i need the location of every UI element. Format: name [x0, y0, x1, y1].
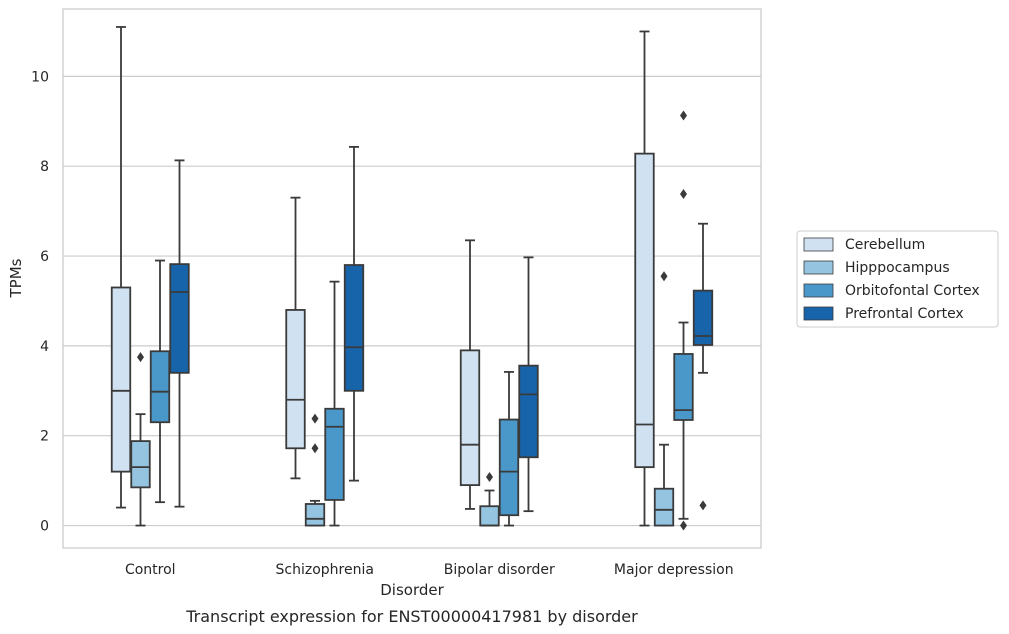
chart-caption: Transcript expression for ENST0000041798…	[185, 607, 638, 626]
box-plot-group	[673, 110, 694, 531]
x-tick-label: Bipolar disorder	[444, 562, 555, 578]
outlier-point	[486, 472, 493, 483]
box-plot-group	[304, 413, 326, 527]
box-plot-group	[130, 352, 151, 527]
box-body	[343, 264, 365, 392]
outlier-point	[137, 352, 144, 363]
box-plot-series	[110, 26, 714, 531]
box-plot-group	[285, 196, 306, 480]
legend-swatch	[803, 283, 834, 298]
y-axis-ticks: 0 2 4 6 8 10	[31, 69, 49, 534]
box-plot-group	[459, 239, 481, 510]
legend-swatch	[803, 260, 834, 275]
box-body	[459, 349, 481, 487]
outlier-point	[311, 413, 319, 424]
legend-label: Hipppocampus	[845, 260, 950, 276]
box-body	[673, 353, 694, 421]
box-body	[634, 152, 655, 469]
box-body	[518, 364, 539, 459]
box-plot-group	[169, 159, 190, 508]
legend-label: Orbitofontal Cortex	[845, 283, 980, 299]
box-body	[653, 487, 675, 527]
box-plot-group	[653, 271, 675, 527]
outlier-point	[660, 271, 668, 282]
box-plot-group	[634, 30, 655, 527]
grid-lines	[63, 75, 761, 527]
y-tick-label: 6	[40, 249, 49, 265]
plot-area-frame	[62, 8, 762, 549]
box-plot-group	[110, 26, 132, 509]
x-tick-label: Control	[125, 562, 176, 578]
box-plot-group	[498, 371, 520, 527]
x-axis-label: Disorder	[380, 581, 444, 599]
legend: Cerebellum Hipppocampus Orbitofontal Corte…	[796, 230, 999, 328]
y-tick-label: 0	[40, 519, 49, 535]
x-tick-label: Major depression	[614, 562, 734, 578]
box-body	[110, 286, 132, 473]
outlier-point	[680, 110, 687, 121]
y-axis-label: TPMs	[7, 258, 25, 298]
legend-label: Prefrontal Cortex	[845, 306, 964, 322]
box-body	[304, 503, 326, 527]
outlier-point	[680, 189, 687, 200]
box-body	[149, 350, 171, 424]
x-axis-ticks: Control Schizophrenia Bipolar disorder Majo…	[125, 562, 734, 578]
outlier-point	[680, 520, 687, 531]
y-tick-label: 4	[40, 339, 49, 355]
outlier-point	[699, 500, 707, 511]
x-tick-label: Schizophrenia	[276, 562, 374, 578]
box-body	[130, 440, 151, 489]
box-body	[169, 263, 190, 374]
box-plot-group	[149, 259, 171, 504]
box-body	[498, 418, 520, 517]
legend-swatch	[803, 306, 834, 321]
legend-frame	[796, 230, 999, 328]
box-plot-group	[343, 145, 365, 482]
box-plot-group	[324, 280, 345, 527]
box-body	[479, 505, 500, 527]
box-body	[692, 289, 714, 346]
outlier-point	[311, 443, 319, 454]
box-body	[324, 407, 345, 501]
y-tick-label: 8	[40, 159, 49, 175]
legend-label: Cerebellum	[845, 237, 925, 253]
y-tick-label: 2	[40, 429, 49, 445]
box-body	[285, 309, 306, 450]
legend-swatch	[803, 237, 834, 252]
box-plot-group	[692, 222, 714, 511]
box-plot-group	[518, 256, 539, 513]
box-plot-group	[479, 472, 500, 527]
y-tick-label: 10	[31, 69, 49, 85]
